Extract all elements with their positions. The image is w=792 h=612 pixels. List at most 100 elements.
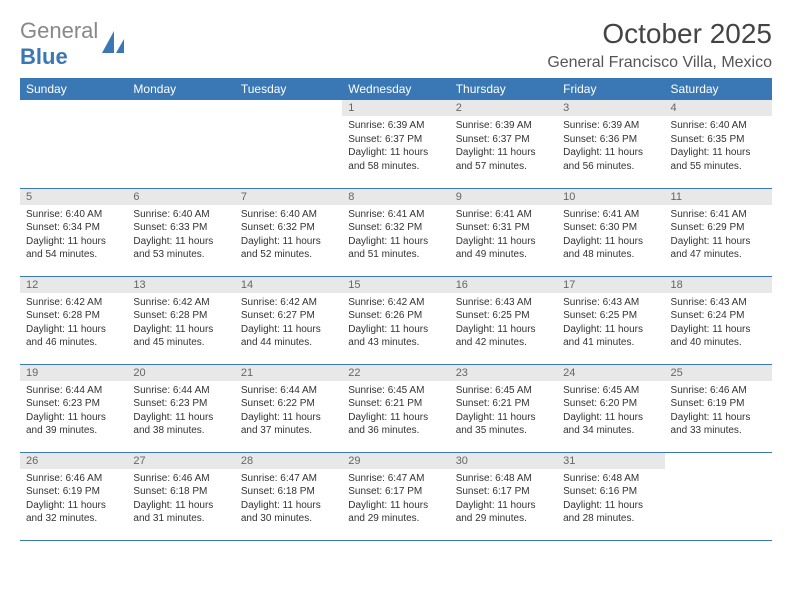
daylight-text: Daylight: 11 hours and 40 minutes. (671, 323, 766, 350)
day-details: Sunrise: 6:42 AMSunset: 6:28 PMDaylight:… (20, 293, 127, 354)
sunset-text: Sunset: 6:32 PM (348, 221, 443, 235)
day-details: Sunrise: 6:44 AMSunset: 6:22 PMDaylight:… (235, 381, 342, 442)
day-details: Sunrise: 6:39 AMSunset: 6:37 PMDaylight:… (450, 116, 557, 177)
daylight-text: Daylight: 11 hours and 33 minutes. (671, 411, 766, 438)
sunset-text: Sunset: 6:20 PM (563, 397, 658, 411)
page-title: October 2025 (547, 18, 772, 50)
daylight-text: Daylight: 11 hours and 56 minutes. (563, 146, 658, 173)
sunrise-text: Sunrise: 6:40 AM (133, 208, 228, 222)
calendar-cell: 4Sunrise: 6:40 AMSunset: 6:35 PMDaylight… (665, 100, 772, 188)
daylight-text: Daylight: 11 hours and 42 minutes. (456, 323, 551, 350)
sunrise-text: Sunrise: 6:42 AM (133, 296, 228, 310)
sunrise-text: Sunrise: 6:44 AM (133, 384, 228, 398)
daylight-text: Daylight: 11 hours and 43 minutes. (348, 323, 443, 350)
sunrise-text: Sunrise: 6:45 AM (348, 384, 443, 398)
sunrise-text: Sunrise: 6:47 AM (348, 472, 443, 486)
sunset-text: Sunset: 6:27 PM (241, 309, 336, 323)
day-number (665, 453, 772, 469)
day-number: 2 (450, 100, 557, 116)
sunset-text: Sunset: 6:19 PM (671, 397, 766, 411)
calendar-cell: 13Sunrise: 6:42 AMSunset: 6:28 PMDayligh… (127, 276, 234, 364)
calendar-cell: 23Sunrise: 6:45 AMSunset: 6:21 PMDayligh… (450, 364, 557, 452)
daylight-text: Daylight: 11 hours and 54 minutes. (26, 235, 121, 262)
day-number: 3 (557, 100, 664, 116)
day-details: Sunrise: 6:40 AMSunset: 6:33 PMDaylight:… (127, 205, 234, 266)
daylight-text: Daylight: 11 hours and 41 minutes. (563, 323, 658, 350)
sunrise-text: Sunrise: 6:40 AM (26, 208, 121, 222)
day-header: Saturday (665, 78, 772, 100)
day-number: 14 (235, 277, 342, 293)
sunset-text: Sunset: 6:17 PM (456, 485, 551, 499)
daylight-text: Daylight: 11 hours and 36 minutes. (348, 411, 443, 438)
brand-word2: Blue (20, 44, 68, 69)
daylight-text: Daylight: 11 hours and 52 minutes. (241, 235, 336, 262)
sunset-text: Sunset: 6:29 PM (671, 221, 766, 235)
calendar-cell (20, 100, 127, 188)
calendar-cell: 24Sunrise: 6:45 AMSunset: 6:20 PMDayligh… (557, 364, 664, 452)
sunrise-text: Sunrise: 6:43 AM (671, 296, 766, 310)
calendar-cell: 9Sunrise: 6:41 AMSunset: 6:31 PMDaylight… (450, 188, 557, 276)
day-header: Monday (127, 78, 234, 100)
sunrise-text: Sunrise: 6:48 AM (456, 472, 551, 486)
calendar-cell: 6Sunrise: 6:40 AMSunset: 6:33 PMDaylight… (127, 188, 234, 276)
sunset-text: Sunset: 6:25 PM (456, 309, 551, 323)
calendar-table: SundayMondayTuesdayWednesdayThursdayFrid… (20, 78, 772, 541)
daylight-text: Daylight: 11 hours and 46 minutes. (26, 323, 121, 350)
day-number: 22 (342, 365, 449, 381)
sunset-text: Sunset: 6:18 PM (133, 485, 228, 499)
sunset-text: Sunset: 6:17 PM (348, 485, 443, 499)
daylight-text: Daylight: 11 hours and 51 minutes. (348, 235, 443, 262)
sunrise-text: Sunrise: 6:41 AM (456, 208, 551, 222)
day-details: Sunrise: 6:45 AMSunset: 6:21 PMDaylight:… (342, 381, 449, 442)
calendar-cell: 18Sunrise: 6:43 AMSunset: 6:24 PMDayligh… (665, 276, 772, 364)
day-number: 26 (20, 453, 127, 469)
day-details: Sunrise: 6:43 AMSunset: 6:24 PMDaylight:… (665, 293, 772, 354)
day-number: 27 (127, 453, 234, 469)
sunrise-text: Sunrise: 6:40 AM (671, 119, 766, 133)
day-details: Sunrise: 6:46 AMSunset: 6:19 PMDaylight:… (20, 469, 127, 530)
sunrise-text: Sunrise: 6:42 AM (348, 296, 443, 310)
sunset-text: Sunset: 6:32 PM (241, 221, 336, 235)
calendar-cell: 16Sunrise: 6:43 AMSunset: 6:25 PMDayligh… (450, 276, 557, 364)
calendar-week-row: 5Sunrise: 6:40 AMSunset: 6:34 PMDaylight… (20, 188, 772, 276)
daylight-text: Daylight: 11 hours and 38 minutes. (133, 411, 228, 438)
calendar-body: 1Sunrise: 6:39 AMSunset: 6:37 PMDaylight… (20, 100, 772, 540)
sunrise-text: Sunrise: 6:43 AM (563, 296, 658, 310)
day-header: Thursday (450, 78, 557, 100)
day-number: 21 (235, 365, 342, 381)
daylight-text: Daylight: 11 hours and 47 minutes. (671, 235, 766, 262)
brand-text: General Blue (20, 18, 98, 70)
sunrise-text: Sunrise: 6:44 AM (26, 384, 121, 398)
day-number: 18 (665, 277, 772, 293)
calendar-cell: 11Sunrise: 6:41 AMSunset: 6:29 PMDayligh… (665, 188, 772, 276)
sunset-text: Sunset: 6:21 PM (456, 397, 551, 411)
daylight-text: Daylight: 11 hours and 44 minutes. (241, 323, 336, 350)
sunset-text: Sunset: 6:35 PM (671, 133, 766, 147)
daylight-text: Daylight: 11 hours and 39 minutes. (26, 411, 121, 438)
daylight-text: Daylight: 11 hours and 37 minutes. (241, 411, 336, 438)
day-details: Sunrise: 6:46 AMSunset: 6:19 PMDaylight:… (665, 381, 772, 442)
daylight-text: Daylight: 11 hours and 34 minutes. (563, 411, 658, 438)
day-details: Sunrise: 6:48 AMSunset: 6:17 PMDaylight:… (450, 469, 557, 530)
day-header: Sunday (20, 78, 127, 100)
calendar-header-row: SundayMondayTuesdayWednesdayThursdayFrid… (20, 78, 772, 100)
calendar-cell: 5Sunrise: 6:40 AMSunset: 6:34 PMDaylight… (20, 188, 127, 276)
day-details: Sunrise: 6:41 AMSunset: 6:30 PMDaylight:… (557, 205, 664, 266)
daylight-text: Daylight: 11 hours and 53 minutes. (133, 235, 228, 262)
sunrise-text: Sunrise: 6:41 AM (563, 208, 658, 222)
daylight-text: Daylight: 11 hours and 45 minutes. (133, 323, 228, 350)
sunset-text: Sunset: 6:34 PM (26, 221, 121, 235)
day-number: 19 (20, 365, 127, 381)
sunrise-text: Sunrise: 6:48 AM (563, 472, 658, 486)
sunrise-text: Sunrise: 6:39 AM (563, 119, 658, 133)
day-details: Sunrise: 6:41 AMSunset: 6:31 PMDaylight:… (450, 205, 557, 266)
page-header: General Blue October 2025 General Franci… (20, 18, 772, 72)
daylight-text: Daylight: 11 hours and 29 minutes. (456, 499, 551, 526)
sunset-text: Sunset: 6:37 PM (456, 133, 551, 147)
calendar-week-row: 1Sunrise: 6:39 AMSunset: 6:37 PMDaylight… (20, 100, 772, 188)
calendar-week-row: 26Sunrise: 6:46 AMSunset: 6:19 PMDayligh… (20, 452, 772, 540)
calendar-cell: 20Sunrise: 6:44 AMSunset: 6:23 PMDayligh… (127, 364, 234, 452)
day-number: 12 (20, 277, 127, 293)
day-number: 9 (450, 189, 557, 205)
day-number: 20 (127, 365, 234, 381)
